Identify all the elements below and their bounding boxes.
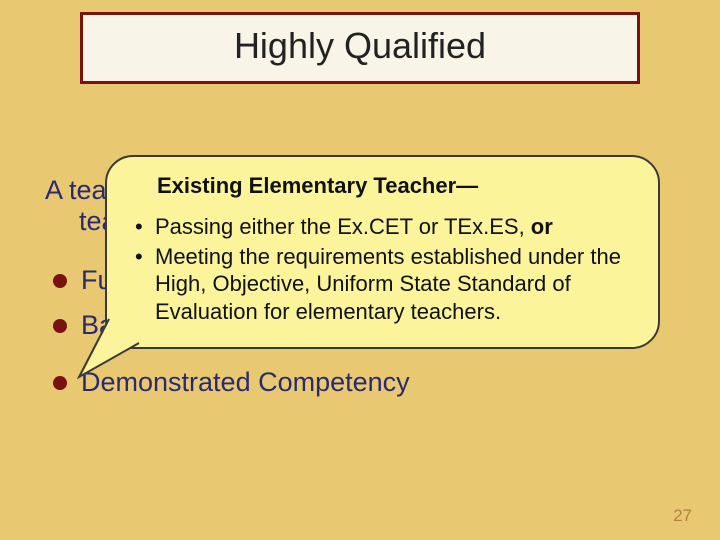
callout-list: Passing either the Ex.CET or TEx.ES, or … xyxy=(129,213,636,325)
slide-title: Highly Qualified xyxy=(83,25,637,67)
title-box: Highly Qualified xyxy=(80,12,640,84)
bullet-dot-icon xyxy=(53,376,67,390)
slide: Highly Qualified A teac teac Full Bach D… xyxy=(0,0,720,540)
callout-bubble: Existing Elementary Teacher— Passing eit… xyxy=(105,155,660,349)
callout-item-text: Passing either the Ex.CET or TEx.ES, xyxy=(155,214,531,239)
callout-item-text: Meeting the requirements established und… xyxy=(155,244,621,324)
bullet-dot-icon xyxy=(53,274,67,288)
bullet-dot-icon xyxy=(53,319,67,333)
callout-heading: Existing Elementary Teacher— xyxy=(157,173,636,199)
callout-item-bold: or xyxy=(531,214,553,239)
callout-item: Passing either the Ex.CET or TEx.ES, or xyxy=(129,213,636,241)
callout-item: Meeting the requirements established und… xyxy=(129,243,636,326)
page-number: 27 xyxy=(673,506,692,526)
